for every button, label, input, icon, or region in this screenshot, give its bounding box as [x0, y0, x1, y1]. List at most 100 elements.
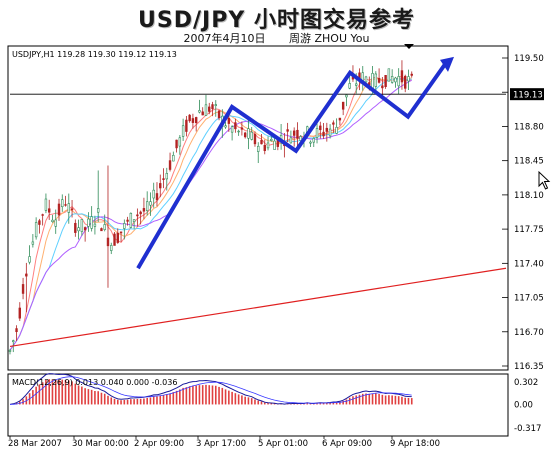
candle-body — [191, 118, 195, 123]
support-trendline — [9, 267, 507, 348]
candle-body — [110, 245, 113, 251]
period-marker-icon — [404, 44, 414, 49]
candle-body — [387, 68, 391, 82]
candle-body — [240, 127, 244, 130]
candle-body — [322, 131, 325, 137]
x-tick-label: 6 Apr 09:00 — [322, 439, 372, 449]
candle-body — [8, 349, 12, 352]
candle-body — [93, 223, 97, 227]
candle-body — [70, 208, 74, 211]
candle-body — [312, 138, 315, 143]
candle-body — [188, 114, 191, 122]
moving-average-line-3 — [9, 78, 412, 351]
candle-body — [80, 219, 84, 232]
candle-body — [390, 76, 394, 83]
candle-body — [132, 219, 136, 223]
candle-body — [257, 145, 260, 152]
candle-body — [181, 125, 185, 137]
candle-body — [178, 137, 182, 147]
candle-body — [328, 128, 332, 137]
macd-layer — [9, 373, 413, 405]
candle-body — [47, 208, 51, 213]
candle-body — [260, 140, 263, 145]
cursor-icon — [538, 170, 551, 190]
x-tick-label: 2 Apr 09:00 — [134, 439, 184, 449]
candle-body — [136, 214, 139, 217]
candle-body — [51, 219, 54, 223]
x-tick-label: 30 Mar 00:00 — [72, 439, 129, 449]
candle-body — [106, 237, 110, 247]
candle-body — [100, 228, 103, 232]
candle-body — [270, 138, 273, 141]
macd-y-tick-label: 0.302 — [514, 378, 538, 388]
current-price-tag — [510, 88, 544, 101]
candle-body — [126, 219, 129, 222]
candle-body — [204, 104, 208, 116]
candle-body — [119, 231, 123, 234]
candle-body — [211, 104, 214, 110]
y-tick-label: 119.50 — [514, 54, 544, 64]
candle-body — [230, 126, 234, 133]
candle-body — [234, 122, 237, 130]
x-tick-label: 5 Apr 01:00 — [258, 439, 308, 449]
x-tick-label: 28 Mar 2007 — [8, 439, 62, 449]
candle-body — [77, 227, 80, 232]
candle-body — [224, 125, 227, 128]
macd-plot-frame — [7, 373, 509, 437]
date-label: 2007年4月10日 — [183, 32, 266, 45]
candle-body — [397, 76, 400, 87]
candle-body — [315, 128, 319, 138]
moving-average-line-4 — [9, 79, 412, 351]
macd-info: MACD(12,26,9) 0.013 0.040 0.000 -0.036 — [12, 378, 177, 387]
candle-body — [309, 141, 312, 144]
candle-body — [217, 110, 221, 119]
candle-body — [31, 241, 35, 245]
candle-body — [250, 131, 253, 140]
macd-line — [9, 373, 412, 405]
candle-body — [325, 127, 329, 132]
candle-body — [64, 204, 67, 206]
candle-body — [410, 73, 413, 76]
candle-body — [332, 122, 335, 125]
candle-body — [237, 130, 240, 133]
candle-body — [381, 85, 384, 89]
candle-body — [12, 340, 15, 343]
candle-body — [266, 142, 270, 149]
candle-body — [74, 222, 77, 233]
candle-body — [319, 125, 322, 131]
candle-body — [15, 328, 18, 333]
candle-body — [338, 117, 342, 121]
candle-body — [96, 208, 100, 213]
candle-body — [159, 183, 162, 189]
candle-body — [57, 203, 61, 216]
symbol-info: USDJPY,H1 119.28 119.30 119.12 119.13 — [12, 50, 177, 59]
candle-body — [198, 110, 201, 113]
y-tick-label: 118.10 — [514, 191, 544, 201]
candle-body — [253, 133, 257, 145]
candle-body — [194, 117, 198, 124]
candle-body — [364, 76, 368, 83]
candle-body — [227, 117, 231, 124]
candle-body — [90, 216, 93, 229]
y-tick-label: 116.35 — [514, 362, 544, 372]
candle-body — [165, 173, 168, 180]
main-plot-frame — [7, 45, 509, 371]
candle-body — [25, 273, 28, 277]
candle-body — [139, 211, 142, 215]
y-tick-label: 116.70 — [514, 328, 544, 338]
candle-body — [273, 140, 276, 150]
candle-body — [172, 154, 175, 162]
candle-body — [292, 130, 296, 136]
y-tick-label: 117.05 — [514, 294, 544, 304]
candle-body — [247, 128, 250, 139]
candle-body — [103, 224, 106, 230]
candle-body — [145, 201, 149, 211]
candle-body — [162, 178, 165, 180]
page-subtitle: 2007年4月10日 周游 ZHOU You — [0, 30, 553, 46]
candle-body — [335, 126, 338, 134]
candle-body — [394, 77, 397, 83]
macd-y-tick-label: 0.00 — [514, 400, 533, 410]
candle-body — [41, 214, 44, 216]
candle-body — [34, 222, 38, 238]
